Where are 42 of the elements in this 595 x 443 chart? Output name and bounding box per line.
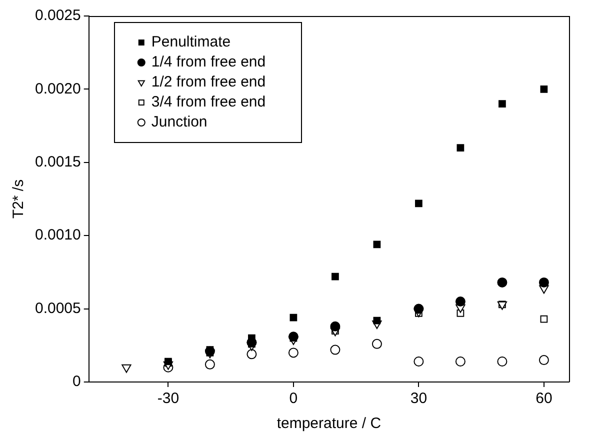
point xyxy=(373,240,381,248)
point xyxy=(497,356,508,367)
point xyxy=(497,277,508,288)
x-tick-label: 30 xyxy=(410,390,428,408)
y-axis-title: T2* /s xyxy=(10,179,28,219)
point xyxy=(455,356,466,367)
point xyxy=(415,200,422,208)
point xyxy=(330,344,340,355)
point xyxy=(330,321,340,332)
y-tick-label: 0 xyxy=(72,373,81,390)
point xyxy=(456,144,464,152)
point xyxy=(414,304,424,314)
point xyxy=(373,316,381,324)
point xyxy=(498,100,506,108)
point xyxy=(540,315,548,323)
point xyxy=(540,86,548,93)
point xyxy=(538,355,549,366)
legend-label: 1/4 from free end xyxy=(151,54,266,71)
point xyxy=(332,272,339,280)
x-tick-label: 0 xyxy=(289,390,298,408)
point xyxy=(288,348,298,358)
point xyxy=(455,296,466,306)
legend-label: 3/4 from free end xyxy=(151,94,266,111)
point xyxy=(538,277,549,288)
y-tick-label: 0.0005 xyxy=(34,300,81,317)
y-tick-label: 0.0025 xyxy=(34,7,81,24)
point xyxy=(204,359,215,370)
x-tick-label: -30 xyxy=(157,390,180,408)
point xyxy=(414,356,424,367)
y-tick-label: 0.0010 xyxy=(34,226,81,244)
x-tick-label: 60 xyxy=(536,390,552,408)
point xyxy=(122,364,132,373)
point xyxy=(290,314,298,322)
point xyxy=(372,338,382,349)
y-tick-label: 0.0020 xyxy=(34,80,81,98)
y-tick-label: 0.0015 xyxy=(34,154,81,171)
legend-label: 1/2 from free end xyxy=(151,74,266,91)
legend-label: Junction xyxy=(151,114,208,131)
point xyxy=(246,349,257,360)
legend-label: Penultimate xyxy=(151,34,231,51)
x-axis-title: temperature / C xyxy=(276,415,382,432)
point xyxy=(288,332,298,342)
